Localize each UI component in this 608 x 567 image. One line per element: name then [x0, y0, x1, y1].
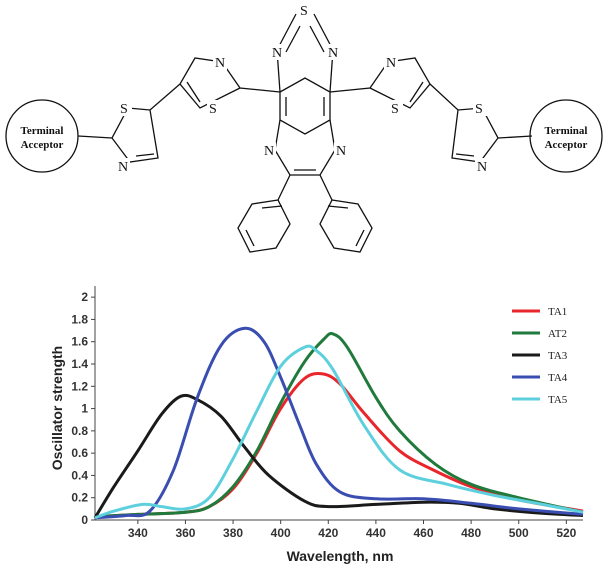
- left-acceptor-label-line2: Acceptor: [21, 139, 64, 151]
- x-tick-label: 460: [413, 526, 433, 540]
- inner-thiazole-left-n-atom: N: [215, 56, 225, 71]
- legend-label-ta3: TA3: [548, 350, 568, 362]
- y-tick-label: 0: [81, 513, 88, 527]
- series-line-ta5: [94, 344, 584, 520]
- inner-thiazole-left-s-atom: S: [209, 102, 217, 117]
- outer-thiazole-left-n-atom: N: [118, 160, 128, 175]
- pyrazine-n-right-atom: N: [336, 144, 346, 159]
- y-tick-label: 0.8: [71, 424, 88, 438]
- y-tick-label: 1.8: [71, 312, 88, 326]
- chart-legend: TA1 AT2 TA3 TA4 TA5: [512, 306, 568, 406]
- legend-label-ta4: TA4: [548, 372, 568, 384]
- outer-thiazole-right-s-atom: S: [475, 102, 483, 117]
- x-tick-label: 440: [366, 526, 386, 540]
- inner-thiazole-right-s-atom: S: [391, 102, 399, 117]
- chart-series: [93, 326, 584, 520]
- y-tick-label: 1.2: [71, 379, 88, 393]
- chart-axes: 0 0.2 0.4 0.6 0.8 1 1.2 1.4 1.6 1.8 2 340 360 380 400 4…: [71, 286, 583, 540]
- thiadiazole-n-left-atom: N: [272, 46, 282, 61]
- pyrazine-n-left-atom: N: [264, 144, 274, 159]
- outer-thiazole-left-s-atom: S: [120, 102, 128, 117]
- x-tick-label: 520: [556, 526, 576, 540]
- series-line-ta3: [93, 393, 584, 519]
- right-acceptor-label-line2: Acceptor: [545, 139, 588, 151]
- y-tick-label: 2: [81, 290, 88, 304]
- thiadiazole-n-right-atom: N: [328, 46, 338, 61]
- y-tick-label: 0.4: [71, 468, 88, 482]
- x-tick-label: 360: [175, 526, 195, 540]
- y-tick-label: 1.6: [71, 335, 88, 349]
- series-line-at2: [94, 332, 584, 519]
- x-tick-label: 500: [509, 526, 529, 540]
- x-tick-label: 380: [223, 526, 243, 540]
- inner-thiazole-right-n-atom: N: [386, 56, 396, 71]
- legend-label-ta1: TA1: [548, 306, 567, 318]
- y-tick-label: 0.6: [71, 446, 88, 460]
- x-tick-label: 340: [128, 526, 148, 540]
- x-tick-label: 400: [271, 526, 291, 540]
- legend-label-ta5: TA5: [548, 394, 568, 406]
- oscillator-strength-chart: 0 0.2 0.4 0.6 0.8 1 1.2 1.4 1.6 1.8 2 340 360 380 400 4…: [49, 286, 584, 564]
- y-axis-title: Oscillator strength: [49, 346, 65, 470]
- right-acceptor-label-line1: Terminal: [545, 125, 588, 137]
- legend-label-at2: AT2: [548, 328, 567, 340]
- x-tick-label: 420: [318, 526, 338, 540]
- thiadiazole-s-atom: S: [300, 4, 308, 19]
- y-tick-label: 0.2: [71, 491, 88, 505]
- y-tick-label: 1: [81, 402, 88, 416]
- x-tick-label: 480: [461, 526, 481, 540]
- x-axis-title: Wavelength, nm: [287, 548, 394, 564]
- y-tick-label: 1.4: [71, 357, 88, 371]
- left-acceptor-label-line1: Terminal: [21, 125, 64, 137]
- molecule-structure: S N N N N N S N S S N S N Terminal Accep…: [5, 2, 603, 253]
- outer-thiazole-right-n-atom: N: [477, 160, 487, 175]
- series-line-ta4: [94, 326, 584, 520]
